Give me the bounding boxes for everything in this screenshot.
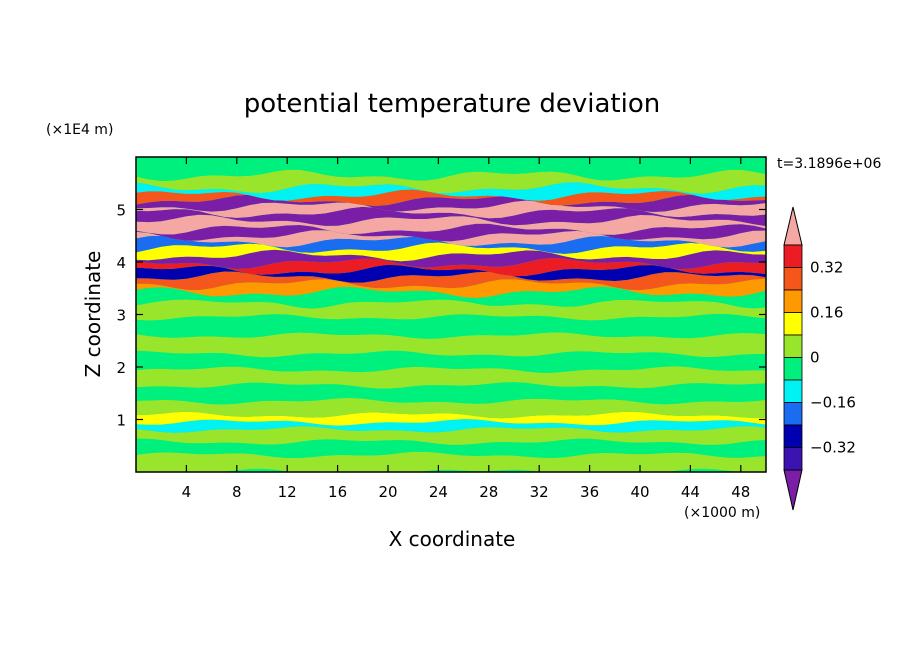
colorbar-label: −0.32 bbox=[810, 439, 856, 457]
colorbar-segment bbox=[783, 289, 803, 313]
x-tick-label: 24 bbox=[429, 483, 448, 501]
x-tick-label: 44 bbox=[681, 483, 700, 501]
colorbar-segment bbox=[783, 312, 803, 336]
colorbar-label: −0.16 bbox=[810, 394, 856, 412]
data-band bbox=[136, 286, 766, 309]
data-band bbox=[136, 214, 766, 235]
colorbar-segment bbox=[783, 424, 803, 448]
colorbar-segment bbox=[783, 244, 803, 268]
plot-area bbox=[135, 156, 767, 473]
data-band bbox=[136, 332, 766, 358]
colorbar-under-triangle bbox=[783, 469, 803, 511]
data-band bbox=[136, 223, 766, 242]
x-tick-label: 48 bbox=[731, 483, 750, 501]
y-axis-ticks: 1 2 3 4 5 bbox=[116, 202, 766, 430]
colorbar-segment bbox=[783, 334, 803, 358]
x-tick-label: 8 bbox=[232, 483, 242, 501]
y-tick-label: 1 bbox=[116, 412, 126, 430]
y-tick-label: 4 bbox=[116, 254, 126, 272]
colorbar-segment bbox=[783, 357, 803, 381]
chart-title: potential temperature deviation bbox=[244, 89, 660, 119]
data-band bbox=[136, 382, 766, 405]
data-band bbox=[136, 242, 766, 262]
colorbar-label: 0 bbox=[810, 349, 820, 367]
data-band bbox=[136, 313, 766, 339]
y-unit-label: (×1E4 m) bbox=[46, 122, 113, 138]
x-tick-label: 4 bbox=[182, 483, 192, 501]
x-tick-label: 20 bbox=[378, 483, 397, 501]
colorbar-over-triangle bbox=[783, 206, 803, 246]
data-band bbox=[136, 271, 766, 291]
timestamp-label: t=3.1896e+06 bbox=[777, 156, 881, 172]
colorbar-segment bbox=[783, 402, 803, 426]
y-tick-label: 2 bbox=[116, 359, 126, 377]
data-band bbox=[136, 249, 766, 270]
data-band bbox=[136, 230, 766, 248]
data-band bbox=[136, 257, 766, 277]
data-band bbox=[136, 189, 766, 206]
y-axis-label: Z coordinate bbox=[81, 251, 105, 378]
data-band bbox=[136, 157, 766, 181]
data-band bbox=[136, 200, 766, 219]
data-band bbox=[136, 206, 766, 227]
data-band bbox=[136, 194, 766, 212]
data-band bbox=[136, 278, 766, 298]
data-band bbox=[136, 397, 766, 419]
data-band bbox=[136, 169, 766, 194]
data-band bbox=[136, 235, 766, 254]
y-tick-label: 3 bbox=[116, 307, 126, 325]
colorbar-segment bbox=[783, 379, 803, 403]
data-band bbox=[136, 366, 766, 389]
data-band bbox=[136, 264, 766, 283]
data-bands bbox=[136, 157, 766, 472]
x-tick-label: 28 bbox=[479, 483, 498, 501]
x-tick-label: 40 bbox=[630, 483, 649, 501]
y-tick-label: 5 bbox=[116, 202, 126, 220]
data-band bbox=[136, 451, 766, 472]
x-tick-label: 16 bbox=[328, 483, 347, 501]
x-unit-label: (×1000 m) bbox=[684, 505, 760, 521]
colorbar-segment bbox=[783, 267, 803, 291]
x-axis-label: X coordinate bbox=[389, 527, 516, 551]
data-band bbox=[136, 182, 766, 201]
data-band bbox=[136, 419, 766, 433]
x-tick-label: 12 bbox=[278, 483, 297, 501]
x-tick-label: 36 bbox=[580, 483, 599, 501]
data-band bbox=[136, 350, 766, 373]
colorbar: 0.32 0.16 0 −0.16 −0.32 bbox=[783, 206, 856, 511]
colorbar-label: 0.16 bbox=[810, 304, 843, 322]
data-band bbox=[136, 426, 766, 445]
x-axis-ticks: 4 8 12 16 20 24 28 32 36 40 44 48 bbox=[182, 157, 750, 501]
colorbar-segment bbox=[783, 447, 803, 471]
colorbar-label: 0.32 bbox=[810, 259, 843, 277]
data-band bbox=[136, 411, 766, 426]
data-band bbox=[136, 438, 766, 458]
x-tick-label: 32 bbox=[530, 483, 549, 501]
